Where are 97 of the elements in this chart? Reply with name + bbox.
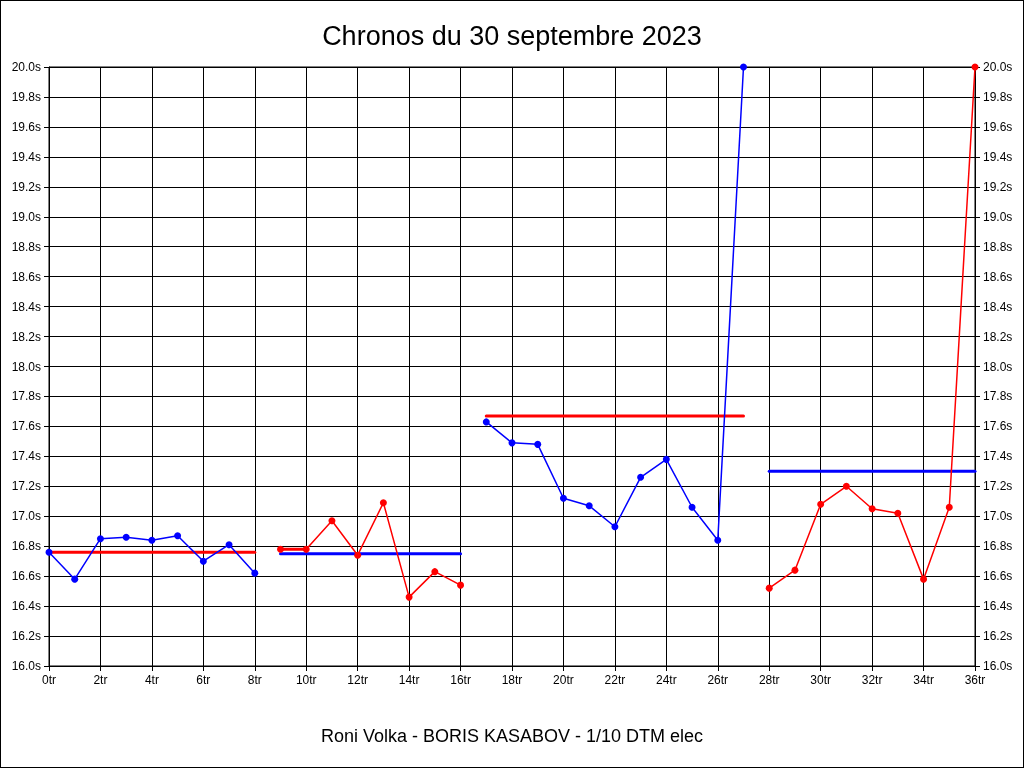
x-tick-label: 0tr <box>41 673 57 687</box>
point <box>842 482 850 490</box>
y2-tick-label: 20.0s <box>983 60 1013 74</box>
x-tick-label: 28tr <box>758 673 780 687</box>
y2-tick-label: 19.2s <box>983 179 1013 194</box>
point <box>868 505 876 513</box>
point <box>559 494 567 502</box>
y2-tick-label: 17.0s <box>983 509 1013 524</box>
point <box>148 536 156 544</box>
point <box>894 509 902 517</box>
y-tick-label: 16.2s <box>11 629 41 644</box>
y-tick-label: 19.6s <box>11 119 41 134</box>
point <box>251 569 259 577</box>
point <box>637 473 645 481</box>
point <box>740 63 747 71</box>
y-tick-label: 16.4s <box>11 599 41 614</box>
y-tick-label: 18.6s <box>11 269 41 284</box>
x-tick-label: 34tr <box>913 673 934 687</box>
x-tick-label: 2tr <box>93 673 108 687</box>
point <box>585 502 593 510</box>
x-tick-label: 36tr <box>964 673 986 687</box>
y2-tick-label: 18.2s <box>983 329 1013 344</box>
point <box>662 455 670 463</box>
y-tick-label: 19.2s <box>11 179 41 194</box>
y2-tick-label: 17.8s <box>983 389 1013 404</box>
x-tick-label: 26tr <box>707 673 729 687</box>
point <box>405 593 413 601</box>
y-tick-label: 19.8s <box>11 89 41 104</box>
x-tick-label: 32tr <box>861 673 883 687</box>
y-tick-label: 18.8s <box>11 239 41 254</box>
y2-tick-label: 16.4s <box>983 599 1013 614</box>
x-tick-label: 6tr <box>196 673 211 687</box>
x-tick-label: 4tr <box>144 673 159 687</box>
y2-tick-label: 17.4s <box>983 449 1013 464</box>
y-tick-label: 18.0s <box>11 359 41 374</box>
y-tick-label: 16.8s <box>11 539 41 554</box>
x-tick-label: 8tr <box>247 673 262 687</box>
y2-tick-label: 17.2s <box>983 479 1013 494</box>
y-tick-label: 16.0s <box>11 659 41 673</box>
y2-tick-label: 16.0s <box>983 659 1013 673</box>
point <box>174 532 182 540</box>
point <box>688 503 696 511</box>
y-tick-label: 17.2s <box>11 479 41 494</box>
point <box>379 499 387 507</box>
y-tick-label: 19.0s <box>11 209 41 224</box>
y2-tick-label: 16.6s <box>983 569 1013 584</box>
y2-tick-label: 19.8s <box>983 89 1013 104</box>
point <box>431 568 439 576</box>
point <box>817 500 825 508</box>
x-tick-label: 22tr <box>604 673 626 687</box>
y2-tick-label: 18.0s <box>983 359 1013 374</box>
y-tick-label: 20.0s <box>11 60 41 74</box>
y-tick-label: 17.6s <box>11 419 41 434</box>
y2-tick-label: 18.8s <box>983 239 1013 254</box>
point <box>354 551 362 559</box>
point <box>302 545 310 553</box>
point <box>71 575 79 583</box>
point <box>611 523 619 531</box>
point <box>328 517 336 525</box>
y-tick-label: 19.4s <box>11 149 41 164</box>
text: Roni Volka - BORIS KASABOV - 1/10 DTM elec <box>320 726 704 746</box>
point <box>199 557 207 565</box>
y2-tick-label: 17.6s <box>983 419 1013 434</box>
y2-tick-label: 19.4s <box>983 149 1013 164</box>
point <box>96 535 104 543</box>
chart-title: Chronos du 30 septembre 2023 <box>322 20 702 51</box>
x-tick-label: 14tr <box>398 673 420 687</box>
y-tick-label: 16.6s <box>11 569 41 584</box>
point <box>482 418 490 426</box>
y-tick-label: 18.2s <box>11 329 41 344</box>
y2-tick-label: 19.0s <box>983 209 1013 224</box>
x-tick-label: 30tr <box>810 673 832 687</box>
y2-tick-label: 16.8s <box>983 539 1013 554</box>
point <box>920 575 928 583</box>
y2-tick-label: 16.2s <box>983 629 1013 644</box>
point <box>457 581 465 589</box>
y-tick-label: 17.8s <box>11 389 41 404</box>
point <box>791 566 799 574</box>
point <box>534 440 542 448</box>
x-tick-label: 16tr <box>450 673 471 687</box>
point <box>765 584 773 592</box>
x-tick-label: 24tr <box>655 673 677 687</box>
x-tick-label: 18tr <box>501 673 523 687</box>
point <box>225 541 233 549</box>
y2-tick-label: 18.6s <box>983 269 1013 284</box>
y2-tick-label: 19.6s <box>983 119 1013 134</box>
point <box>122 533 130 541</box>
y2-tick-label: 18.4s <box>983 299 1013 314</box>
point <box>277 545 284 553</box>
point <box>945 503 953 511</box>
y-tick-label: 17.4s <box>11 449 41 464</box>
x-tick-label: 12tr <box>347 673 369 687</box>
y-tick-label: 17.0s <box>11 509 41 524</box>
x-tick-label: 10tr <box>295 673 317 687</box>
y-tick-label: 18.4s <box>11 299 41 314</box>
point <box>714 536 722 544</box>
x-tick-label: 20tr <box>553 673 574 687</box>
